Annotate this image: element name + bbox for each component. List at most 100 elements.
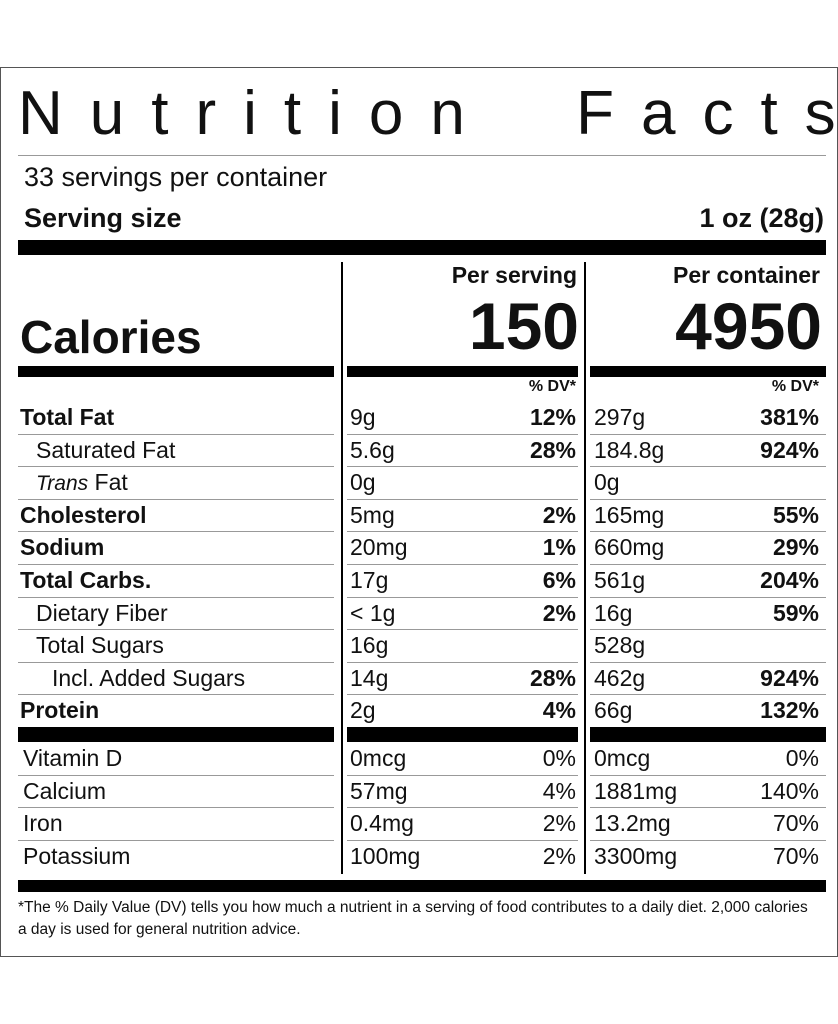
row-rule: [347, 661, 578, 663]
title: Nutrition Facts: [18, 79, 838, 148]
daily-value: 59%: [772, 599, 819, 626]
amount: 100mg: [350, 842, 421, 869]
row-rule: [347, 807, 578, 809]
nutrient-name: Incl. Added Sugars: [52, 662, 245, 694]
serving-size-label: Serving size: [24, 203, 182, 233]
row-rule: [347, 629, 578, 631]
nutrient-name: Total Sugars: [36, 629, 164, 661]
nutrient-name: Protein: [20, 694, 99, 726]
row-rule: [590, 466, 826, 468]
nutrient-name-text: Calcium: [23, 777, 107, 804]
calories-value: 4950: [675, 289, 822, 363]
nutrient-name-text: Protein: [20, 697, 100, 724]
row-rule: [590, 661, 826, 663]
amount: 13.2mg: [594, 810, 671, 837]
daily-value: 28%: [529, 664, 576, 691]
row-rule: [347, 694, 578, 696]
amount: 3300mg: [594, 842, 678, 869]
daily-value: 29%: [772, 534, 819, 561]
row-rule: [347, 433, 578, 435]
nutrient-name-text: Total Sugars: [36, 632, 164, 659]
daily-value: 4%: [542, 697, 576, 724]
amount: 14g: [350, 664, 389, 691]
daily-value: 2%: [542, 501, 576, 528]
nutrient-name-italic: Trans: [36, 472, 89, 496]
amount: 57mg: [350, 777, 408, 804]
daily-value: 924%: [760, 664, 819, 691]
amount: 2g: [350, 697, 376, 724]
nutrient-name: Calcium: [23, 775, 106, 807]
row-rule: [590, 629, 826, 631]
row-rule: [347, 531, 578, 533]
serving-size-value: 1 oz (28g): [699, 203, 824, 233]
daily-value: 0%: [785, 745, 819, 771]
daily-value: 28%: [529, 436, 576, 463]
amount: 0g: [350, 469, 376, 496]
thick-rule: [18, 880, 826, 892]
nutrient-name: Sodium: [20, 531, 104, 563]
daily-value: 2%: [542, 842, 576, 869]
row-rule: [590, 498, 826, 500]
servings: 33 servings per container: [24, 162, 328, 192]
daily-value: 55%: [772, 501, 819, 528]
thick-rule: [347, 366, 578, 377]
row-rule: [18, 807, 334, 809]
nutrient-name: Total Carbs.: [20, 564, 151, 596]
row-rule: [347, 564, 578, 565]
amount: 5mg: [350, 501, 395, 528]
amount: 17g: [350, 567, 389, 593]
calories-label: Calories: [20, 311, 202, 363]
nutrient-name-text: Dietary Fiber: [36, 599, 168, 626]
column-header: Per serving: [451, 262, 577, 288]
daily-value: 0%: [542, 745, 576, 771]
nutrient-name-text: Iron: [23, 810, 63, 837]
nutrient-name-text: Saturated Fat: [36, 436, 176, 463]
daily-value: 2%: [542, 810, 576, 837]
row-rule: [18, 531, 334, 533]
daily-value: 924%: [760, 436, 819, 463]
amount: 297g: [594, 404, 646, 430]
row-rule: [347, 466, 578, 468]
nutrient-name-text: Vitamin D: [23, 745, 123, 771]
nutrient-name: Dietary Fiber: [36, 597, 168, 629]
amount: 16g: [350, 632, 389, 659]
amount: 1881mg: [594, 777, 678, 804]
amount: 561g: [594, 567, 646, 593]
amount: 16g: [594, 599, 633, 626]
daily-value: 70%: [772, 810, 819, 837]
row-rule: [590, 596, 826, 598]
row-rule: [590, 531, 826, 533]
rule: [18, 155, 826, 156]
nutrient-name: Trans Fat: [36, 466, 128, 500]
thick-rule: [18, 240, 826, 255]
nutrient-name: Potassium: [23, 840, 130, 872]
column-divider: [584, 262, 586, 874]
daily-value: 1%: [542, 534, 576, 561]
daily-value: 204%: [760, 567, 819, 593]
row-rule: [347, 774, 578, 776]
row-rule: [18, 774, 334, 776]
row-rule: [18, 596, 334, 598]
amount: 0.4mg: [350, 810, 414, 837]
row-rule: [590, 807, 826, 809]
thick-rule: [590, 366, 826, 377]
amount: 0mcg: [594, 745, 651, 771]
row-rule: [590, 433, 826, 435]
amount: < 1g: [350, 599, 396, 626]
daily-value: 6%: [542, 567, 576, 593]
footnote: *The % Daily Value (DV) tells you how mu…: [18, 899, 808, 938]
amount: 462g: [594, 664, 646, 691]
row-rule: [18, 661, 334, 663]
thick-rule: [18, 727, 334, 742]
row-rule: [590, 694, 826, 696]
nutrient-name-text: Total Carbs.: [20, 567, 152, 593]
row-rule: [347, 839, 578, 841]
daily-value: 140%: [760, 777, 819, 804]
thick-rule: [590, 727, 826, 742]
amount: 165mg: [594, 501, 665, 528]
nutrient-name-text: Sodium: [20, 534, 105, 561]
nutrient-name: Cholesterol: [20, 499, 147, 531]
daily-value: 2%: [542, 599, 576, 626]
daily-value: 4%: [542, 777, 576, 804]
row-rule: [347, 498, 578, 500]
